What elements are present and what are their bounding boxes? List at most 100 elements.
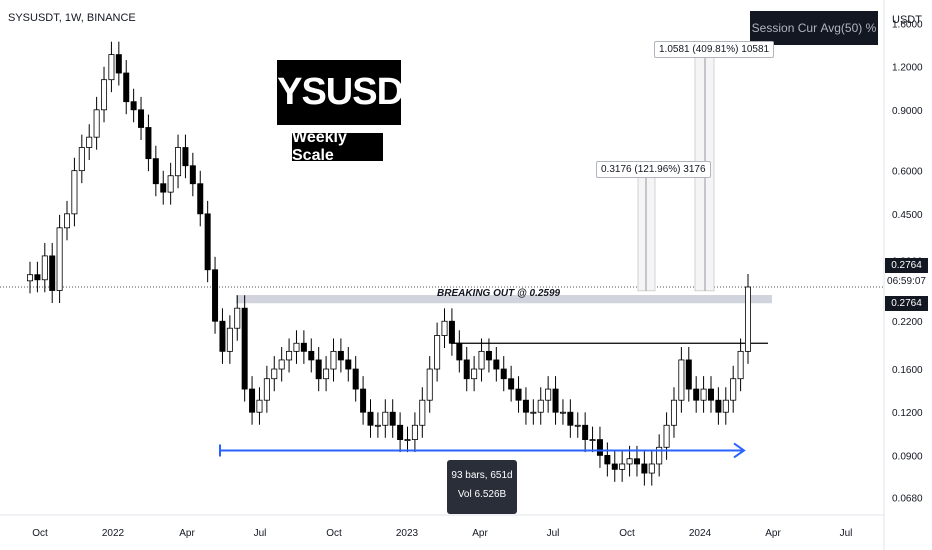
candle-body xyxy=(633,458,640,465)
chart-title-box: SYSUSDT xyxy=(253,60,426,125)
candle-body xyxy=(323,368,330,380)
x-tick-label: Apr xyxy=(472,528,488,539)
candle-body xyxy=(604,454,611,465)
candle-body xyxy=(478,350,485,370)
x-tick-label: Oct xyxy=(619,528,635,539)
candle-body xyxy=(707,388,714,401)
candle-body xyxy=(419,399,426,426)
candle-body xyxy=(389,411,396,426)
candle-body xyxy=(78,147,85,172)
candle-body xyxy=(49,255,56,291)
candle-body xyxy=(397,424,404,440)
x-tick-label: Apr xyxy=(765,528,781,539)
candle-body xyxy=(219,320,226,352)
candle-body xyxy=(545,388,552,401)
candle-body xyxy=(411,424,418,440)
candle-body xyxy=(448,320,455,344)
session-button[interactable]: Session xyxy=(751,21,795,35)
y-tick-label: 0.9000 xyxy=(892,106,923,117)
candle-body xyxy=(715,399,722,413)
candle-body xyxy=(656,446,663,465)
cur-button[interactable]: Cur xyxy=(797,21,818,35)
candle-body xyxy=(500,368,507,380)
candle-body xyxy=(434,335,441,370)
candle-body xyxy=(641,463,648,474)
y-tick-label: 0.0900 xyxy=(892,451,923,462)
candle-body xyxy=(745,286,752,352)
x-tick-label: Jul xyxy=(840,528,853,539)
candle-body xyxy=(256,399,263,413)
candle-body xyxy=(611,463,618,470)
candle-body xyxy=(160,183,167,193)
y-tick-label: 0.1600 xyxy=(892,365,923,376)
candle-body xyxy=(537,399,544,413)
candle-body xyxy=(345,359,352,370)
candle-body xyxy=(678,359,685,401)
candle-body xyxy=(582,424,589,440)
candle-body xyxy=(189,165,196,185)
candle-body xyxy=(515,388,522,401)
candle-body xyxy=(108,54,115,81)
range-bars-text: 93 bars, 651d xyxy=(451,470,513,481)
session-toolbar[interactable]: Session Cur Avg(50) % xyxy=(750,11,878,45)
candle-body xyxy=(197,183,204,215)
x-tick-label: 2023 xyxy=(396,528,419,539)
candle-body xyxy=(663,424,670,448)
x-tick-label: Apr xyxy=(179,528,195,539)
candle-body xyxy=(508,378,515,390)
countdown-tag: 06:59:07 xyxy=(885,274,928,289)
range-vol-text: Vol 6.526B xyxy=(457,489,507,500)
candle-body xyxy=(234,307,241,329)
candle-body xyxy=(367,411,374,426)
candle-body xyxy=(130,101,137,111)
candle-body xyxy=(293,342,300,352)
candle-body xyxy=(685,359,692,390)
resistance-zone xyxy=(236,295,772,304)
candle-body xyxy=(596,439,603,456)
candle-body xyxy=(241,307,248,390)
candle-body xyxy=(71,170,78,215)
candle-body xyxy=(26,274,33,282)
candle-body xyxy=(693,388,700,401)
candle-body xyxy=(670,399,677,426)
candle-body xyxy=(152,158,159,185)
candle-body xyxy=(330,350,337,370)
candle-body xyxy=(271,368,278,380)
candle-body xyxy=(471,368,478,380)
candle-body xyxy=(722,399,729,413)
y-tick-label: 0.4500 xyxy=(892,210,923,221)
currency-label: USDT xyxy=(892,14,922,26)
candle-body xyxy=(167,175,174,193)
candle-body xyxy=(41,255,48,281)
candle-body xyxy=(619,463,626,470)
candle-body xyxy=(263,378,270,401)
candle-body xyxy=(123,72,130,103)
y-tick-label: 0.1200 xyxy=(892,408,923,419)
measure-label-1: 0.3176 (121.96%) 3176 xyxy=(596,161,711,178)
candle-body xyxy=(182,147,189,167)
x-tick-label: Oct xyxy=(32,528,48,539)
last-price-tag-2: 0.2764 xyxy=(885,296,928,311)
x-tick-label: 2024 xyxy=(689,528,712,539)
candle-body xyxy=(360,388,367,413)
candle-body xyxy=(374,424,381,427)
y-tick-label: 1.6000 xyxy=(892,19,923,30)
symbol-header: SYSUSDT, 1W, BINANCE xyxy=(8,12,136,24)
y-tick-label: 1.2000 xyxy=(892,63,923,74)
candle-body xyxy=(574,424,581,427)
candle-body xyxy=(204,213,211,271)
y-tick-label: 0.2200 xyxy=(892,317,923,328)
avg-button[interactable]: Avg(50) xyxy=(820,21,863,35)
breakout-label: BREAKING OUT @ 0.2599 xyxy=(437,288,561,299)
candle-body xyxy=(101,79,108,111)
candle-body xyxy=(56,227,63,291)
candle-body xyxy=(212,269,219,322)
candle-body xyxy=(286,350,293,361)
candle-body xyxy=(485,350,492,361)
candle-body xyxy=(559,411,566,414)
candle-body xyxy=(315,359,322,380)
percent-button[interactable]: % xyxy=(865,21,877,35)
candle-body xyxy=(34,274,41,281)
chart-subtitle-box: Weekly Scale xyxy=(292,129,383,164)
